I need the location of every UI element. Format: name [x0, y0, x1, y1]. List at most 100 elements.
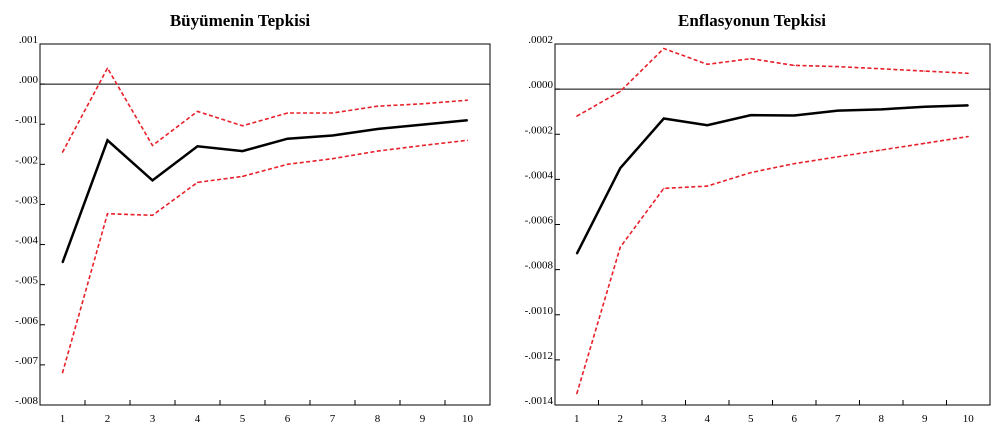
data-point-lower-band [706, 185, 708, 187]
x-tick-label: 9 [420, 413, 426, 425]
x-tick-label: 2 [105, 413, 111, 425]
data-point-response [151, 179, 154, 181]
data-point-lower-band [376, 150, 379, 152]
data-point-upper-band [241, 125, 244, 127]
x-tick-label: 5 [240, 413, 246, 425]
data-point-lower-band [196, 181, 199, 183]
data-point-upper-band [576, 115, 578, 117]
x-tick-label: 5 [748, 413, 754, 425]
data-point-response [967, 104, 969, 106]
data-point-response [750, 114, 752, 116]
plot-frame [39, 43, 491, 406]
x-tick-label: 10 [963, 413, 975, 425]
data-point-lower-band [880, 149, 882, 151]
data-point-upper-band [331, 112, 334, 114]
data-point-response [331, 134, 334, 137]
data-point-upper-band [376, 105, 379, 107]
data-point-response [706, 124, 708, 126]
x-tick-label: 9 [922, 413, 928, 425]
x-tick-label: 1 [574, 413, 580, 425]
x-tick-label: 7 [835, 413, 841, 425]
y-tick-label: .000 [19, 74, 39, 86]
x-tick-label: 4 [705, 413, 711, 425]
data-point-upper-band [61, 151, 64, 153]
y-tick-label: -.007 [15, 355, 38, 367]
series-upper-band [576, 47, 969, 117]
y-tick-label: -.004 [15, 235, 38, 247]
x-tick-label: 8 [879, 413, 885, 425]
y-tick-label: .0002 [528, 34, 553, 46]
y-tick-label: -.0002 [525, 124, 553, 136]
data-point-upper-band [106, 67, 109, 69]
data-point-response [241, 150, 244, 152]
x-tick-label: 8 [375, 413, 381, 425]
data-point-lower-band [663, 187, 665, 189]
series-lower-band [576, 135, 969, 394]
data-point-lower-band [837, 156, 839, 158]
y-tick-label: -.0014 [525, 395, 554, 407]
y-tick-label: -.001 [15, 114, 38, 126]
x-tick-label: 6 [792, 413, 798, 425]
data-point-response [576, 253, 578, 255]
x-tick-label: 3 [150, 413, 156, 425]
chart-title: Büyümenin Tepkisi [170, 11, 311, 30]
y-tick-label: -.0010 [525, 305, 554, 317]
data-point-lower-band [241, 175, 244, 177]
data-point-lower-band [924, 142, 926, 144]
series-upper-band [61, 66, 468, 153]
plot-frame [554, 43, 991, 406]
data-point-response [196, 145, 199, 147]
data-point-upper-band [750, 58, 752, 60]
y-tick-label: -.008 [15, 395, 38, 407]
data-point-upper-band [421, 103, 424, 105]
x-tick-label: 6 [285, 413, 291, 425]
y-tick-label: -.0006 [525, 215, 554, 227]
data-point-response [793, 114, 795, 117]
data-point-response [466, 119, 469, 121]
y-tick-label: -.0004 [525, 169, 554, 181]
x-tick-label: 2 [618, 413, 624, 425]
chart-title: Enflasyonun Tepkisi [678, 11, 826, 30]
data-point-response [376, 128, 379, 130]
data-point-lower-band [466, 139, 469, 141]
chart-panel-enflasyon: Enflasyonun Tepkisi .0002 .0000 -.0002 -.00… [525, 11, 991, 425]
y-tick-label: -.005 [15, 275, 38, 287]
data-point-response [619, 167, 621, 169]
series-response [61, 118, 468, 264]
data-point-lower-band [421, 144, 424, 147]
data-point-response [837, 109, 839, 112]
data-point-lower-band [331, 158, 334, 160]
data-point-upper-band [663, 47, 665, 50]
data-point-response [924, 106, 926, 108]
data-point-upper-band [619, 90, 621, 92]
data-point-upper-band [967, 72, 969, 74]
x-tick-label: 4 [195, 413, 201, 425]
data-point-response [421, 124, 424, 126]
data-point-upper-band [837, 65, 839, 68]
data-point-response [286, 138, 289, 140]
data-point-upper-band [466, 99, 469, 101]
data-point-upper-band [880, 68, 882, 70]
data-point-upper-band [286, 112, 289, 114]
data-point-lower-band [619, 246, 621, 248]
series-lower-band [61, 139, 468, 374]
data-point-upper-band [706, 63, 708, 65]
x-tick-label: 1 [60, 413, 66, 425]
data-point-lower-band [750, 172, 752, 174]
data-point-lower-band [286, 163, 289, 165]
y-tick-label: .0000 [528, 79, 553, 91]
y-tick-label: -.0008 [525, 260, 554, 272]
data-point-lower-band [151, 214, 154, 216]
data-point-upper-band [151, 144, 154, 147]
data-point-lower-band [61, 372, 64, 374]
data-point-response [663, 117, 665, 120]
data-point-response [61, 262, 64, 264]
data-point-lower-band [793, 162, 795, 165]
data-point-response [106, 139, 109, 141]
data-point-response [880, 108, 882, 111]
data-point-lower-band [576, 393, 578, 395]
y-tick-label: .001 [19, 34, 38, 46]
data-point-lower-band [106, 213, 109, 215]
x-tick-label: 3 [661, 413, 667, 425]
